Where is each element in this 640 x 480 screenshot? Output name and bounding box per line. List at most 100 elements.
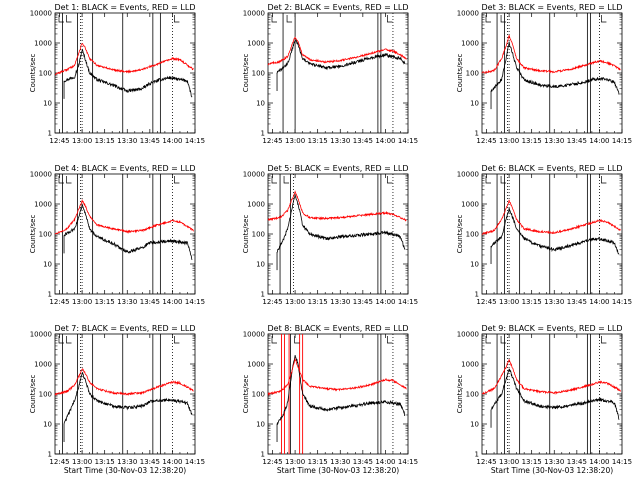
y-tick-label: 1000 (461, 201, 479, 209)
x-tick-label: 13:00 (499, 458, 519, 466)
x-tick-label: 14:15 (612, 458, 632, 466)
x-tick-label: 13:00 (72, 298, 92, 306)
y-tick-label: 1000 (461, 361, 479, 369)
plot-frame (481, 333, 623, 455)
segment-glyph (286, 15, 293, 23)
x-tick-label: 14:00 (375, 458, 395, 466)
y-tick-label: 10000 (30, 171, 52, 179)
y-axis-label: Counts/sec (456, 375, 464, 414)
x-tick-label: 12:45 (476, 137, 496, 145)
y-tick-label: 1000 (34, 40, 52, 48)
x-tick-label: 13:15 (308, 298, 328, 306)
y-tick-label: 10 (470, 261, 479, 269)
x-tick-label: 13:00 (285, 458, 305, 466)
x-tick-label: 13:00 (72, 458, 92, 466)
y-axis-label: Counts/sec (29, 54, 37, 93)
y-tick-label: 1 (261, 451, 265, 459)
segment-glyph (174, 176, 180, 184)
panel-title: Det 7: BLACK = Events, RED = LLD (55, 324, 196, 333)
y-tick-label: 10 (470, 421, 479, 429)
x-tick-label: 14:00 (589, 298, 609, 306)
y-tick-label: 1 (261, 291, 265, 299)
x-tick-label: 14:15 (612, 298, 632, 306)
segment-glyph (500, 15, 507, 23)
panel-title: Det 3: BLACK = Events, RED = LLD (482, 3, 623, 12)
x-tick-label: 13:15 (522, 137, 542, 145)
events-series-line (276, 355, 406, 426)
lld-series-line (54, 198, 194, 235)
segment-glyph (174, 15, 180, 23)
x-tick-label: 14:00 (589, 137, 609, 145)
lld-series-line (481, 199, 621, 235)
y-tick-label: 1 (48, 291, 52, 299)
x-tick-label: 13:30 (117, 298, 137, 306)
y-tick-label: 1 (475, 130, 479, 138)
panel-title: Det 8: BLACK = Events, RED = LLD (268, 324, 409, 333)
y-tick-label: 1000 (34, 201, 52, 209)
detector-panel-3: Det 3: BLACK = Events, RED = LLD 12:45 13:… (456, 3, 632, 145)
x-tick-label: 13:15 (95, 137, 115, 145)
x-tick-label: 13:15 (522, 298, 542, 306)
segment-glyph (485, 336, 491, 344)
panel-title: Det 5: BLACK = Events, RED = LLD (268, 164, 409, 173)
x-tick-label: 14:15 (185, 298, 205, 306)
x-tick-label: 12:45 (262, 137, 282, 145)
x-axis-label: Start Time (30-Nov-03 12:38:20) (491, 466, 613, 475)
x-tick-label: 13:00 (285, 298, 305, 306)
segment-glyph (387, 336, 393, 344)
x-tick-label: 14:15 (398, 458, 418, 466)
x-tick-label: 13:15 (308, 137, 328, 145)
x-tick-label: 12:45 (49, 458, 69, 466)
y-tick-label: 1 (261, 130, 265, 138)
y-tick-label: 1 (48, 451, 52, 459)
x-tick-label: 12:45 (262, 298, 282, 306)
x-axis-label: Start Time (30-Nov-03 12:38:20) (64, 466, 186, 475)
y-tick-label: 1000 (247, 40, 265, 48)
lld-series-line (481, 358, 621, 396)
x-tick-label: 13:30 (330, 458, 350, 466)
y-axis-label: Counts/sec (29, 215, 37, 254)
panel-title: Det 2: BLACK = Events, RED = LLD (268, 3, 409, 12)
segment-glyph (66, 176, 72, 184)
y-tick-label: 100 (466, 231, 479, 239)
segment-glyph (271, 336, 277, 344)
segment-glyph (294, 336, 300, 344)
x-tick-label: 14:15 (185, 137, 205, 145)
plot-frame (267, 12, 409, 134)
y-tick-label: 1000 (34, 361, 52, 369)
x-tick-label: 13:45 (567, 458, 587, 466)
y-tick-label: 100 (252, 391, 265, 399)
y-axis-label: Counts/sec (242, 375, 250, 414)
x-tick-label: 13:15 (95, 298, 115, 306)
events-series-line (63, 48, 193, 98)
x-tick-label: 13:00 (285, 137, 305, 145)
y-tick-label: 10000 (457, 171, 479, 179)
y-tick-label: 100 (466, 391, 479, 399)
y-tick-label: 100 (39, 231, 52, 239)
y-tick-label: 10 (43, 421, 52, 429)
segment-glyph (485, 176, 491, 184)
y-tick-label: 1 (475, 451, 479, 459)
x-tick-label: 13:15 (522, 458, 542, 466)
segment-glyph (500, 176, 507, 184)
events-series-line (63, 202, 193, 261)
x-tick-label: 13:00 (499, 298, 519, 306)
detector-panel-7: Det 7: BLACK = Events, RED = LLD 12:45 13:… (29, 324, 205, 475)
lld-series-line (267, 190, 407, 222)
x-tick-label: 14:00 (589, 458, 609, 466)
y-tick-label: 10 (43, 261, 52, 269)
segment-glyph (485, 15, 491, 23)
y-tick-label: 1000 (461, 40, 479, 48)
lld-series-line (54, 43, 194, 76)
x-tick-label: 13:45 (567, 137, 587, 145)
x-axis-label: Start Time (30-Nov-03 12:38:20) (277, 466, 399, 475)
y-tick-label: 1 (475, 291, 479, 299)
x-tick-label: 14:00 (375, 298, 395, 306)
lld-series-line (267, 36, 407, 66)
y-tick-label: 10000 (243, 10, 265, 18)
